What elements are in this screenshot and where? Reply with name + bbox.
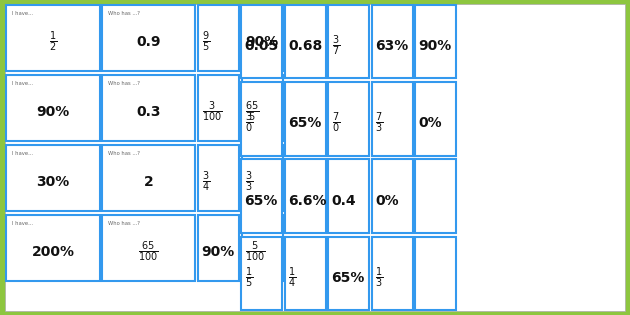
FancyBboxPatch shape bbox=[5, 4, 625, 311]
Text: $\frac{7}{3}$: $\frac{7}{3}$ bbox=[375, 111, 383, 135]
FancyBboxPatch shape bbox=[285, 82, 326, 156]
FancyBboxPatch shape bbox=[328, 159, 369, 233]
Text: 90%: 90% bbox=[245, 35, 278, 49]
Text: 0.4: 0.4 bbox=[331, 194, 356, 208]
FancyBboxPatch shape bbox=[241, 5, 282, 78]
Text: Who has ...?: Who has ...? bbox=[108, 81, 140, 86]
Text: 0.9: 0.9 bbox=[137, 35, 161, 49]
Text: $\frac{9}{5}$: $\frac{9}{5}$ bbox=[202, 30, 210, 54]
Text: Who has ...?: Who has ...? bbox=[108, 11, 140, 16]
FancyBboxPatch shape bbox=[102, 75, 195, 141]
FancyBboxPatch shape bbox=[102, 215, 195, 281]
FancyBboxPatch shape bbox=[415, 237, 456, 310]
Text: 65%: 65% bbox=[331, 271, 365, 285]
Text: 65%: 65% bbox=[288, 116, 321, 130]
Text: $\frac{3}{100}$: $\frac{3}{100}$ bbox=[202, 100, 222, 124]
Text: I have...: I have... bbox=[12, 151, 33, 156]
FancyBboxPatch shape bbox=[285, 5, 326, 78]
Text: $\frac{3}{7}$: $\frac{3}{7}$ bbox=[331, 34, 340, 58]
Text: $\frac{1}{5}$: $\frac{1}{5}$ bbox=[244, 266, 253, 290]
FancyBboxPatch shape bbox=[372, 5, 413, 78]
Text: I have...: I have... bbox=[12, 11, 33, 16]
Text: 90%: 90% bbox=[418, 39, 452, 53]
FancyBboxPatch shape bbox=[328, 237, 369, 310]
FancyBboxPatch shape bbox=[198, 145, 239, 211]
Text: $\frac{65}{5}$: $\frac{65}{5}$ bbox=[245, 100, 260, 124]
Text: $\frac{1}{2}$: $\frac{1}{2}$ bbox=[49, 30, 57, 54]
FancyBboxPatch shape bbox=[285, 159, 326, 233]
Text: Who has ...?: Who has ...? bbox=[108, 221, 140, 226]
Text: 2: 2 bbox=[144, 175, 154, 189]
FancyBboxPatch shape bbox=[198, 5, 239, 71]
Text: $\frac{5}{100}$: $\frac{5}{100}$ bbox=[245, 239, 266, 264]
Text: 30%: 30% bbox=[37, 175, 69, 189]
FancyBboxPatch shape bbox=[372, 159, 413, 233]
Text: 0%: 0% bbox=[418, 116, 442, 130]
FancyBboxPatch shape bbox=[241, 159, 282, 233]
Text: 0%: 0% bbox=[375, 194, 399, 208]
FancyBboxPatch shape bbox=[241, 237, 282, 310]
FancyBboxPatch shape bbox=[372, 82, 413, 156]
Text: $\frac{3}{3}$: $\frac{3}{3}$ bbox=[245, 169, 253, 194]
Text: $\frac{3}{0}$: $\frac{3}{0}$ bbox=[244, 111, 253, 135]
Text: 63%: 63% bbox=[375, 39, 408, 53]
Text: 0.3: 0.3 bbox=[137, 105, 161, 119]
Text: $\frac{1}{4}$: $\frac{1}{4}$ bbox=[288, 266, 296, 290]
FancyBboxPatch shape bbox=[6, 75, 100, 141]
Text: 6.6%: 6.6% bbox=[288, 194, 326, 208]
FancyBboxPatch shape bbox=[415, 82, 456, 156]
Text: 0.68: 0.68 bbox=[288, 39, 323, 53]
FancyBboxPatch shape bbox=[242, 5, 283, 71]
Text: $\frac{65}{100}$: $\frac{65}{100}$ bbox=[139, 239, 159, 264]
FancyBboxPatch shape bbox=[328, 82, 369, 156]
Text: 90%: 90% bbox=[37, 105, 69, 119]
FancyBboxPatch shape bbox=[198, 75, 239, 141]
FancyBboxPatch shape bbox=[241, 82, 282, 156]
Text: 200%: 200% bbox=[32, 244, 74, 259]
Text: $\frac{3}{4}$: $\frac{3}{4}$ bbox=[202, 169, 210, 194]
FancyBboxPatch shape bbox=[242, 215, 283, 281]
Text: Who has ...?: Who has ...? bbox=[108, 151, 140, 156]
Text: 65%: 65% bbox=[244, 194, 278, 208]
FancyBboxPatch shape bbox=[6, 215, 100, 281]
FancyBboxPatch shape bbox=[372, 237, 413, 310]
Text: I have...: I have... bbox=[12, 221, 33, 226]
FancyBboxPatch shape bbox=[242, 75, 283, 141]
FancyBboxPatch shape bbox=[102, 5, 195, 71]
Text: I have...: I have... bbox=[12, 81, 33, 86]
FancyBboxPatch shape bbox=[198, 215, 239, 281]
FancyBboxPatch shape bbox=[102, 145, 195, 211]
FancyBboxPatch shape bbox=[415, 159, 456, 233]
FancyBboxPatch shape bbox=[285, 237, 326, 310]
Text: 90%: 90% bbox=[202, 244, 235, 259]
Text: 0.05: 0.05 bbox=[244, 39, 279, 53]
FancyBboxPatch shape bbox=[6, 145, 100, 211]
Text: $\frac{7}{0}$: $\frac{7}{0}$ bbox=[331, 111, 340, 135]
FancyBboxPatch shape bbox=[415, 5, 456, 78]
FancyBboxPatch shape bbox=[328, 5, 369, 78]
FancyBboxPatch shape bbox=[6, 5, 100, 71]
Text: $\frac{1}{3}$: $\frac{1}{3}$ bbox=[375, 266, 383, 290]
FancyBboxPatch shape bbox=[242, 145, 283, 211]
